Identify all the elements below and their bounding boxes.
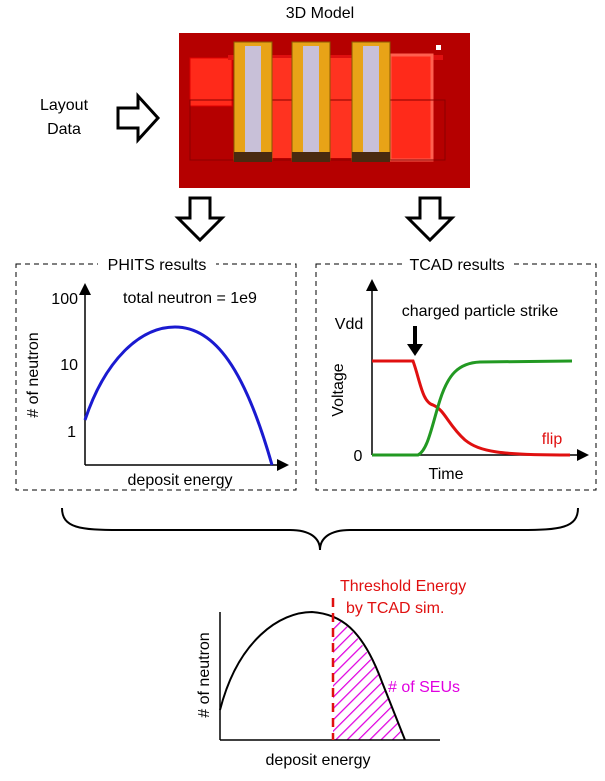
y-label: 10 [60, 357, 78, 374]
tcad-title: TCAD results [409, 257, 504, 274]
layout-label: Data [47, 121, 81, 138]
x-axis-title: deposit energy [266, 752, 371, 769]
strike-arrow [407, 344, 423, 356]
y-axis-title: # of neutron [196, 632, 213, 717]
model-title: 3D Model [286, 5, 354, 22]
brace [62, 508, 578, 550]
model-image [179, 33, 470, 188]
y-label: 1 [67, 424, 76, 441]
x-axis-title: Time [429, 466, 464, 483]
x-axis-title: deposit energy [128, 472, 233, 489]
area-label: # of SEUs [388, 679, 460, 696]
threshold-label: Threshold Energy [340, 578, 466, 595]
down-arrow [178, 198, 222, 240]
right-arrow [118, 96, 158, 140]
y-axis-title: # of neutron [25, 332, 42, 417]
flip-label: flip [542, 431, 563, 448]
down-arrow [408, 198, 452, 240]
diagram: 3D Model Layout Data PHITS results 100 1… [0, 0, 605, 776]
layout-label: Layout [40, 97, 89, 114]
phits-title: PHITS results [108, 257, 207, 274]
y-axis-title: Voltage [330, 363, 347, 416]
y-label: Vdd [335, 316, 363, 333]
y-label: 100 [51, 291, 78, 308]
annotation: total neutron = 1e9 [123, 290, 257, 307]
y-label: 0 [354, 448, 363, 465]
curve [85, 327, 272, 465]
threshold-label: by TCAD sim. [346, 600, 444, 617]
node-voltage [372, 361, 570, 455]
annotation: charged particle strike [402, 303, 559, 320]
